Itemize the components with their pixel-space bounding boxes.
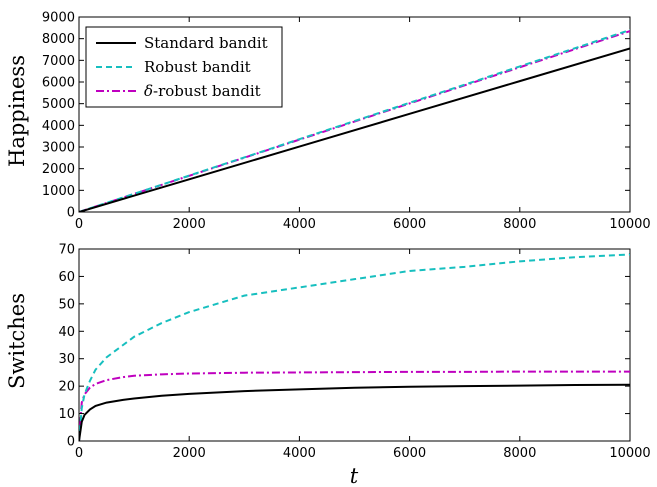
switches-ytick-label: 50 bbox=[58, 297, 75, 312]
happiness-ytick-label: 8000 bbox=[42, 32, 75, 47]
switches-panel: Switches t 0 2000 4000 6000 8000 10000 0 10 20 30… bbox=[5, 243, 651, 487]
switches-ytick-label: 0 bbox=[67, 435, 75, 450]
happiness-series-line-1 bbox=[79, 29, 630, 212]
happiness-plot-frame bbox=[78, 16, 631, 213]
happiness-ytick-label: 5000 bbox=[42, 97, 75, 112]
switches-ytick-label: 40 bbox=[58, 325, 75, 340]
happiness-ytick-label: 3000 bbox=[42, 141, 75, 156]
switches-ytick-label: 70 bbox=[58, 243, 75, 258]
happiness-ytick-label: 1000 bbox=[42, 184, 75, 199]
switches-xtick-label: 4000 bbox=[283, 446, 316, 461]
switches-xtick-label: 10000 bbox=[609, 446, 650, 461]
legend-label-delta-robust: δ-robust bandit bbox=[144, 82, 261, 100]
happiness-series-line-0 bbox=[79, 47, 630, 212]
switches-ytick-label: 60 bbox=[58, 270, 75, 285]
happiness-ytick-label: 9000 bbox=[42, 11, 75, 26]
happiness-ytick-label: 7000 bbox=[42, 54, 75, 69]
t-xlabel: t bbox=[350, 464, 359, 487]
switches-ylabel: Switches bbox=[5, 293, 29, 389]
happiness-ytick-label: 2000 bbox=[42, 162, 75, 177]
legend-label-robust: Robust bandit bbox=[144, 58, 251, 76]
happiness-ytick-label: 0 bbox=[67, 206, 75, 221]
happiness-xtick-label: 8000 bbox=[503, 217, 536, 232]
happiness-ytick-label: 4000 bbox=[42, 119, 75, 134]
happiness-xtick-label: 10000 bbox=[609, 217, 650, 232]
switches-xtick-label: 6000 bbox=[393, 446, 426, 461]
switches-series-line-1 bbox=[79, 253, 630, 441]
legend-label-standard: Standard bandit bbox=[144, 34, 268, 52]
legend: Standard bandit Robust bandit δ-robust b… bbox=[85, 26, 283, 108]
happiness-panel: Happiness 0 2000 4000 6000 8000 10000 0 1000 200… bbox=[5, 11, 651, 233]
switches-ytick-label: 20 bbox=[58, 380, 75, 395]
happiness-xtick-label: 0 bbox=[75, 217, 83, 232]
happiness-xtick-label: 6000 bbox=[393, 217, 426, 232]
happiness-xtick-label: 2000 bbox=[173, 217, 206, 232]
switches-xtick-label: 8000 bbox=[503, 446, 536, 461]
switches-xtick-label: 0 bbox=[75, 446, 83, 461]
happiness-ylabel: Happiness bbox=[5, 55, 29, 167]
switches-xtick-label: 2000 bbox=[173, 446, 206, 461]
happiness-xtick-label: 4000 bbox=[283, 217, 316, 232]
switches-series-line-0 bbox=[79, 383, 630, 441]
switches-plot-frame bbox=[78, 248, 631, 442]
switches-ytick-label: 30 bbox=[58, 352, 75, 367]
switches-series-line-2 bbox=[79, 370, 630, 441]
switches-ytick-label: 10 bbox=[58, 407, 75, 422]
happiness-ytick-label: 6000 bbox=[42, 76, 75, 91]
